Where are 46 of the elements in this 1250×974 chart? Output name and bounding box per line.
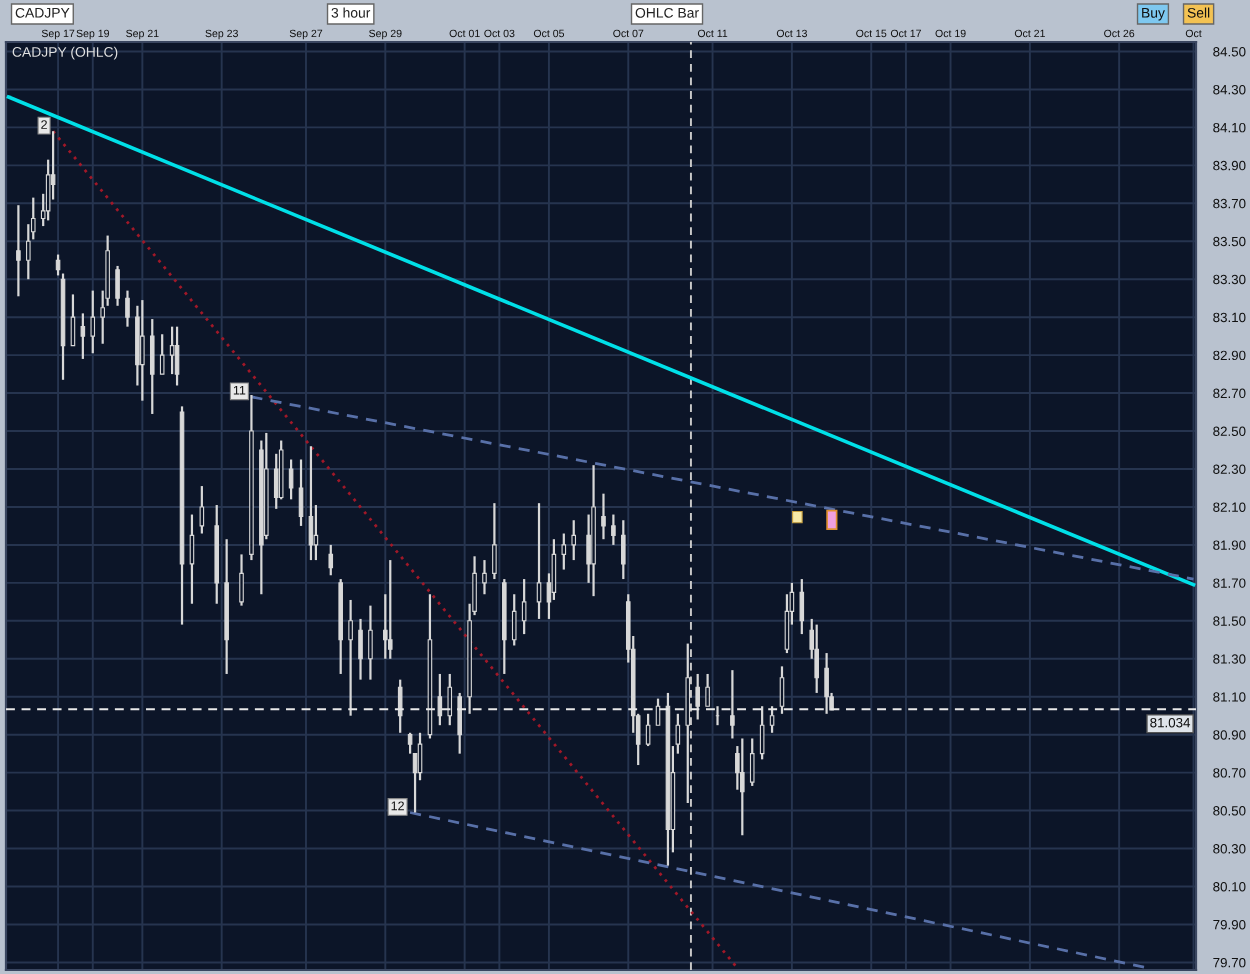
- candlestick: [397, 678, 403, 734]
- candlestick: [561, 532, 567, 571]
- candlestick: [799, 577, 805, 636]
- candlestick: [298, 458, 304, 528]
- candlestick: [90, 289, 96, 355]
- candlestick: [685, 642, 691, 805]
- candlestick: [368, 604, 373, 681]
- candlestick: [759, 705, 765, 761]
- candlestick: [125, 289, 130, 328]
- candlestick: [779, 665, 785, 715]
- candlestick: [149, 317, 155, 416]
- candlestick: [601, 492, 606, 541]
- candlestick: [308, 445, 314, 562]
- candlestick: [348, 598, 353, 717]
- candlestick: [115, 264, 120, 307]
- candlestick: [769, 705, 775, 734]
- candlestick: [611, 513, 616, 547]
- candlestick: [705, 672, 710, 708]
- candlestick: [621, 519, 626, 581]
- candlestick: [492, 502, 497, 581]
- candlestick: [328, 543, 334, 577]
- candlestick: [387, 558, 393, 660]
- candlestick: [159, 333, 165, 376]
- candlestick: [140, 298, 145, 402]
- candlestick: [174, 325, 180, 387]
- candlestick: [511, 593, 517, 647]
- candlestick: [749, 737, 755, 788]
- candlestick: [814, 623, 819, 695]
- candlestick: [358, 617, 363, 681]
- candlestick: [199, 484, 205, 535]
- candlestick: [80, 312, 86, 361]
- candlestick: [730, 669, 735, 740]
- candlestick: [447, 672, 453, 727]
- candlestick: [457, 691, 462, 755]
- candlestick: [521, 577, 527, 636]
- candlestick: [288, 458, 294, 501]
- candlestick: [695, 672, 700, 721]
- candlestick: [740, 737, 745, 837]
- candlestick: [437, 672, 443, 727]
- candlestick: [571, 519, 577, 562]
- candlestick: [239, 553, 244, 607]
- candlestick: [482, 558, 487, 596]
- candlestick: [189, 513, 195, 605]
- candlestick: [278, 439, 284, 501]
- candlestick: [16, 204, 21, 298]
- candlestick: [824, 651, 829, 715]
